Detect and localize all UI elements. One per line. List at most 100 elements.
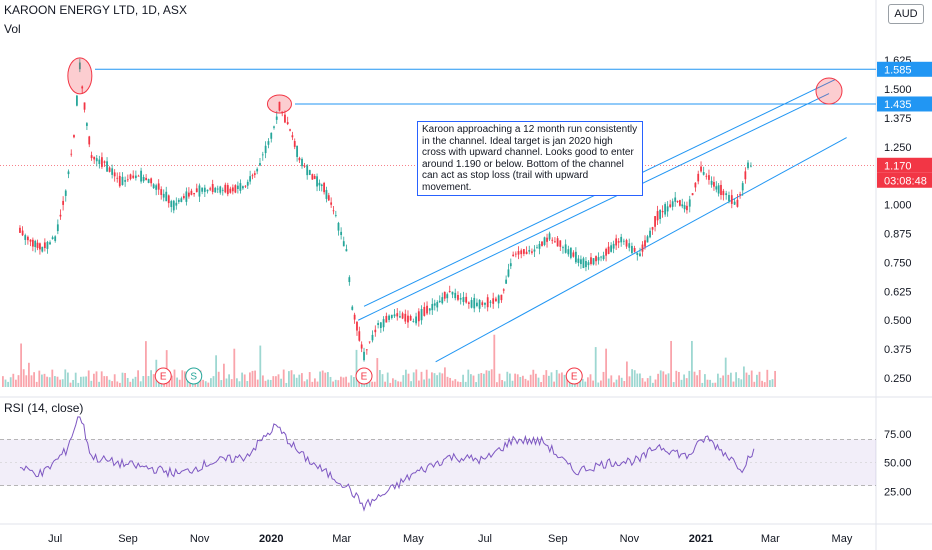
candle-body	[551, 239, 554, 241]
rsi-tick-label: 50.00	[884, 458, 912, 470]
candle-body	[592, 258, 595, 265]
candle-body	[543, 237, 546, 245]
candle-body	[617, 241, 620, 243]
volume-bar	[548, 375, 550, 387]
volume-bar	[568, 381, 571, 387]
candle-body	[195, 188, 198, 193]
volume-bar	[17, 375, 20, 387]
candle-body	[525, 251, 528, 255]
volume-bar	[152, 374, 155, 387]
candle-body	[242, 186, 244, 189]
volume-bar	[295, 377, 298, 387]
candle-body	[211, 184, 214, 192]
candle-body	[201, 187, 204, 192]
volume-bar	[376, 358, 379, 387]
volume-bar	[594, 347, 597, 387]
time-tick-label: Sep	[118, 533, 138, 545]
candle-body	[98, 159, 101, 165]
candle-body	[203, 187, 206, 192]
volume-bar	[103, 376, 106, 387]
candle-body	[465, 296, 468, 303]
candle-body	[162, 193, 165, 198]
volume-bar	[282, 369, 285, 387]
candle-body	[590, 257, 592, 264]
volume-bar	[100, 371, 103, 387]
candle-body	[172, 200, 175, 211]
volume-bar	[233, 348, 236, 387]
candle-body	[448, 290, 451, 292]
time-tick-label: May	[403, 533, 424, 545]
candle-body	[541, 241, 543, 246]
candle-body	[157, 183, 160, 190]
currency-button[interactable]: AUD	[888, 4, 924, 24]
candle-body	[313, 175, 316, 179]
volume-bar	[9, 377, 12, 387]
volume-bar	[314, 378, 316, 387]
volume-bar	[316, 381, 319, 387]
volume-bar	[451, 380, 454, 387]
volume-bar	[405, 369, 407, 387]
volume-bar	[290, 370, 293, 387]
volume-bar	[4, 379, 7, 387]
candle-body	[625, 240, 628, 247]
candle-body	[641, 244, 644, 252]
volume-bar	[189, 381, 191, 387]
volume-bar	[724, 357, 727, 387]
volume-bar	[217, 371, 220, 387]
candle-body	[103, 161, 106, 163]
volume-bar	[321, 370, 324, 387]
volume-bar	[675, 370, 678, 387]
volume-bar	[436, 375, 438, 387]
volume-bar	[550, 372, 553, 387]
candle-body	[546, 237, 548, 242]
candle-body	[348, 277, 351, 283]
volume-bar	[545, 370, 548, 387]
candle-body	[371, 334, 374, 341]
volume-bar	[410, 381, 412, 387]
volume-bar	[763, 382, 766, 387]
volume-bar	[493, 334, 496, 387]
candle-body	[106, 161, 108, 172]
candle-body	[62, 200, 65, 205]
volume-bar	[116, 381, 119, 387]
volume-bar	[82, 376, 85, 387]
candle-body	[462, 297, 465, 302]
candle-body	[514, 253, 517, 255]
volume-bar	[665, 374, 667, 387]
candle-body	[101, 157, 103, 167]
candle-body	[401, 313, 404, 319]
volume-bar	[589, 374, 592, 387]
candle-body	[175, 202, 178, 206]
price-tag	[877, 96, 932, 112]
candle-body	[244, 185, 247, 187]
candle-body	[710, 180, 713, 185]
volume-bar	[124, 372, 126, 387]
candle-body	[308, 170, 311, 175]
volume-bar	[745, 372, 748, 387]
volume-bar	[210, 378, 212, 387]
candle-body	[428, 308, 431, 311]
price-tag-label: 1.435	[884, 99, 912, 111]
volume-bar	[680, 379, 683, 387]
candle-body	[140, 170, 142, 182]
candle-body	[95, 158, 98, 162]
volume-bar	[623, 381, 626, 387]
volume-bar	[522, 375, 524, 387]
volume-bar	[758, 371, 761, 387]
volume-bar	[308, 372, 311, 387]
volume-bar	[488, 370, 490, 387]
volume-bar	[485, 370, 488, 387]
candle-body	[165, 191, 168, 202]
volume-bar	[59, 379, 61, 387]
candle-body	[651, 227, 654, 230]
volume-bar	[420, 371, 423, 387]
candle-body	[187, 192, 190, 197]
candle-body	[620, 236, 623, 243]
candle-body	[739, 194, 741, 196]
event-marker-label: E	[361, 372, 368, 383]
volume-bar	[441, 373, 444, 387]
candle-body	[597, 257, 600, 261]
volume-bar	[389, 382, 392, 387]
volume-bar	[412, 372, 415, 387]
